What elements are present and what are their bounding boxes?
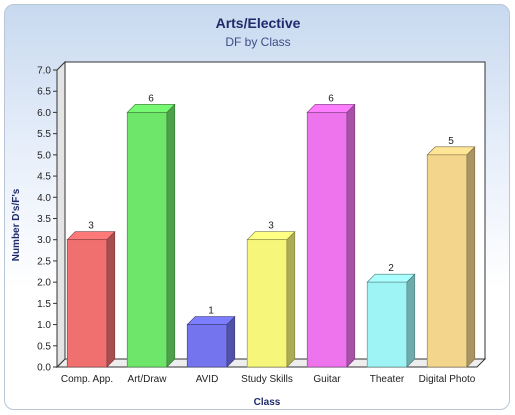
x-axis-title: Class: [254, 397, 281, 408]
y-tick-label: 4.0: [37, 193, 51, 204]
bar-side: [286, 230, 296, 368]
category-label: Study Skills: [241, 374, 293, 385]
data-label: 5: [448, 136, 454, 147]
bar-top: [306, 104, 356, 113]
bar-side: [406, 273, 416, 368]
data-label: 2: [388, 263, 394, 274]
bar-side: [346, 103, 356, 368]
chart-frame: Arts/Elective DF by Class 0.0 0.5 1.0 1.5 2.…: [4, 4, 510, 410]
y-tick-label: 5.5: [37, 129, 51, 140]
y-tick-label: 7.0: [37, 66, 51, 77]
bar: [366, 281, 408, 368]
y-tick-label: 4.5: [37, 172, 51, 183]
bar-top: [366, 273, 416, 283]
plot-side-wall: [56, 60, 66, 369]
bar-top: [126, 104, 176, 113]
bar: [126, 112, 168, 368]
bar: [306, 112, 348, 368]
y-tick-label: 2.5: [37, 256, 51, 267]
bar: [246, 239, 288, 368]
y-tick-label: 3.0: [37, 235, 51, 246]
data-label: 3: [88, 221, 94, 232]
category-label: Theater: [370, 374, 405, 385]
category-label: Digital Photo: [419, 374, 476, 385]
bar-top: [246, 231, 296, 241]
y-tick-label: 3.5: [37, 214, 51, 225]
bar: [66, 239, 108, 368]
y-tick-label: 0.0: [37, 363, 51, 374]
y-tick-label: 6.5: [37, 87, 51, 98]
bar: [186, 324, 228, 368]
chart-title: Arts/Elective: [216, 15, 301, 31]
plot-area: 0.0 0.5 1.0 1.5 2.0 2.5 3.0 3.5 4.0 4.5 5.0 5.5 6.0 6…: [37, 60, 487, 385]
category-label: Art/Draw: [128, 374, 168, 385]
y-tick-label: 1.0: [37, 320, 51, 331]
bar-side: [466, 146, 476, 368]
bar-side: [226, 315, 236, 368]
y-tick-label: 2.0: [37, 278, 51, 289]
chart-subtitle: DF by Class: [225, 35, 290, 49]
category-label: Guitar: [313, 374, 341, 385]
category-label: Comp. App.: [61, 374, 113, 385]
data-label: 6: [328, 93, 334, 104]
y-axis-title: Number D's/F's: [11, 188, 22, 261]
y-tick-label: 0.5: [37, 341, 51, 352]
bar-top: [66, 231, 116, 241]
bar-side: [106, 230, 116, 368]
bar-top: [426, 146, 476, 156]
data-label: 3: [268, 221, 274, 232]
y-tick-label: 1.5: [37, 299, 51, 310]
bar-top: [186, 316, 236, 325]
data-label: 6: [148, 93, 154, 104]
bar: [426, 154, 468, 368]
y-tick-label: 6.0: [37, 108, 51, 119]
category-label: AVID: [196, 374, 219, 385]
bar-chart: Arts/Elective DF by Class 0.0 0.5 1.0 1.5 2.…: [11, 15, 487, 408]
data-label: 1: [208, 306, 214, 317]
bar-side: [166, 103, 176, 368]
y-tick-label: 5.0: [37, 150, 51, 161]
